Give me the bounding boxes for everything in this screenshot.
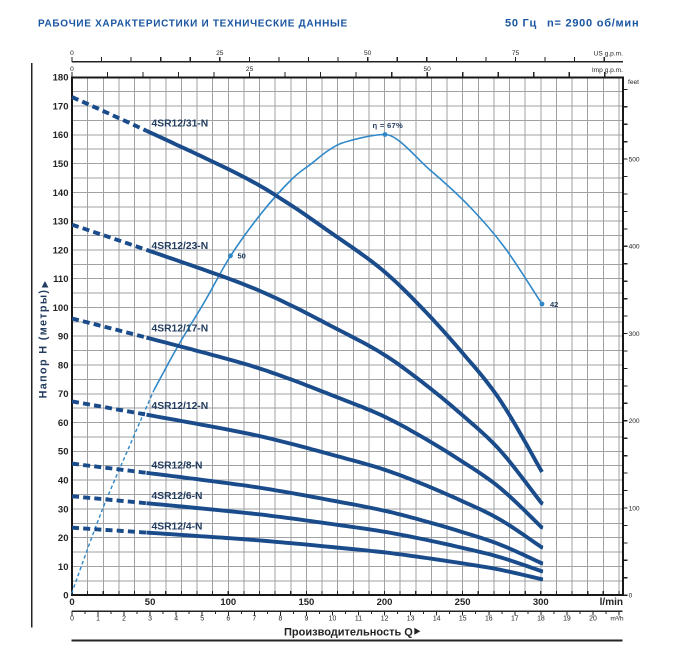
svg-text:0: 0 xyxy=(70,615,74,622)
svg-text:200: 200 xyxy=(629,418,640,425)
svg-text:1: 1 xyxy=(96,615,100,622)
svg-text:70: 70 xyxy=(58,389,69,400)
svg-text:75: 75 xyxy=(512,50,520,57)
svg-text:13: 13 xyxy=(407,615,415,622)
svg-text:17: 17 xyxy=(511,615,519,622)
svg-text:9: 9 xyxy=(304,615,308,622)
svg-text:180: 180 xyxy=(53,73,69,84)
svg-text:0: 0 xyxy=(69,597,74,608)
svg-text:100: 100 xyxy=(53,303,69,314)
svg-text:50: 50 xyxy=(145,597,156,608)
svg-text:4SR12/6-N: 4SR12/6-N xyxy=(152,491,203,502)
svg-text:50: 50 xyxy=(424,66,432,73)
svg-text:m³/h: m³/h xyxy=(610,615,624,622)
svg-text:120: 120 xyxy=(53,245,69,256)
svg-text:50: 50 xyxy=(58,447,69,458)
svg-text:20: 20 xyxy=(589,615,597,622)
svg-text:РАБОЧИЕ ХАРАКТЕРИСТИКИ И ТЕХНИ: РАБОЧИЕ ХАРАКТЕРИСТИКИ И ТЕХНИЧЕСКИЕ ДАН… xyxy=(38,19,348,30)
svg-text:n= 2900 об/мин: n= 2900 об/мин xyxy=(547,18,639,30)
svg-text:16: 16 xyxy=(485,615,493,622)
svg-text:11: 11 xyxy=(355,615,362,622)
svg-text:0: 0 xyxy=(70,66,74,73)
svg-text:60: 60 xyxy=(58,418,69,429)
svg-text:50: 50 xyxy=(364,50,372,57)
svg-text:300: 300 xyxy=(533,597,549,608)
svg-text:0: 0 xyxy=(63,591,68,602)
svg-text:30: 30 xyxy=(58,504,69,515)
svg-text:18: 18 xyxy=(537,615,545,622)
svg-text:130: 130 xyxy=(53,217,69,228)
svg-text:15: 15 xyxy=(459,615,467,622)
svg-text:0: 0 xyxy=(70,50,74,57)
svg-text:4SR12/23-N: 4SR12/23-N xyxy=(152,241,209,252)
svg-text:200: 200 xyxy=(377,597,393,608)
svg-text:l/min: l/min xyxy=(600,597,623,608)
svg-text:42: 42 xyxy=(550,300,558,309)
svg-text:4SR12/4-N: 4SR12/4-N xyxy=(152,522,203,533)
svg-text:140: 140 xyxy=(53,188,69,199)
svg-text:4: 4 xyxy=(174,615,178,622)
svg-text:150: 150 xyxy=(53,159,69,170)
svg-text:6: 6 xyxy=(226,615,230,622)
svg-text:40: 40 xyxy=(58,476,69,487)
svg-text:4SR12/31-N: 4SR12/31-N xyxy=(152,119,209,130)
svg-text:50 Гц: 50 Гц xyxy=(505,18,537,30)
svg-text:η = 67%: η = 67% xyxy=(373,121,404,130)
svg-text:Напор Н (метры): Напор Н (метры) xyxy=(38,289,50,399)
svg-text:4SR12/17-N: 4SR12/17-N xyxy=(152,324,209,335)
svg-text:170: 170 xyxy=(53,102,69,113)
svg-text:250: 250 xyxy=(455,597,471,608)
svg-text:500: 500 xyxy=(629,157,640,164)
svg-text:10: 10 xyxy=(58,562,69,573)
svg-text:4SR12/8-N: 4SR12/8-N xyxy=(152,461,203,472)
svg-text:110: 110 xyxy=(53,274,68,285)
svg-text:12: 12 xyxy=(381,615,389,622)
svg-text:3: 3 xyxy=(148,615,152,622)
svg-text:150: 150 xyxy=(298,597,314,608)
svg-text:80: 80 xyxy=(58,360,69,371)
svg-text:US g.p.m.: US g.p.m. xyxy=(594,51,623,58)
svg-text:19: 19 xyxy=(563,615,571,622)
svg-text:100: 100 xyxy=(629,505,640,512)
svg-text:Производительность Q: Производительность Q xyxy=(284,626,413,638)
svg-text:400: 400 xyxy=(629,244,640,251)
svg-text:300: 300 xyxy=(629,331,640,338)
svg-text:20: 20 xyxy=(58,533,69,544)
svg-text:90: 90 xyxy=(58,332,69,343)
svg-text:8: 8 xyxy=(278,615,282,622)
svg-text:feet: feet xyxy=(628,79,639,86)
svg-text:5: 5 xyxy=(200,615,204,622)
svg-text:50: 50 xyxy=(238,252,246,261)
svg-text:0: 0 xyxy=(629,593,633,600)
svg-text:7: 7 xyxy=(252,615,256,622)
svg-text:25: 25 xyxy=(216,50,224,57)
svg-text:25: 25 xyxy=(246,66,254,73)
svg-text:10: 10 xyxy=(329,615,337,622)
svg-text:100: 100 xyxy=(220,597,236,608)
svg-text:4SR12/12-N: 4SR12/12-N xyxy=(152,401,209,412)
svg-text:160: 160 xyxy=(53,130,69,141)
svg-text:2: 2 xyxy=(122,615,126,622)
svg-text:Imp g.p.m.: Imp g.p.m. xyxy=(592,67,623,74)
svg-text:14: 14 xyxy=(433,615,441,622)
